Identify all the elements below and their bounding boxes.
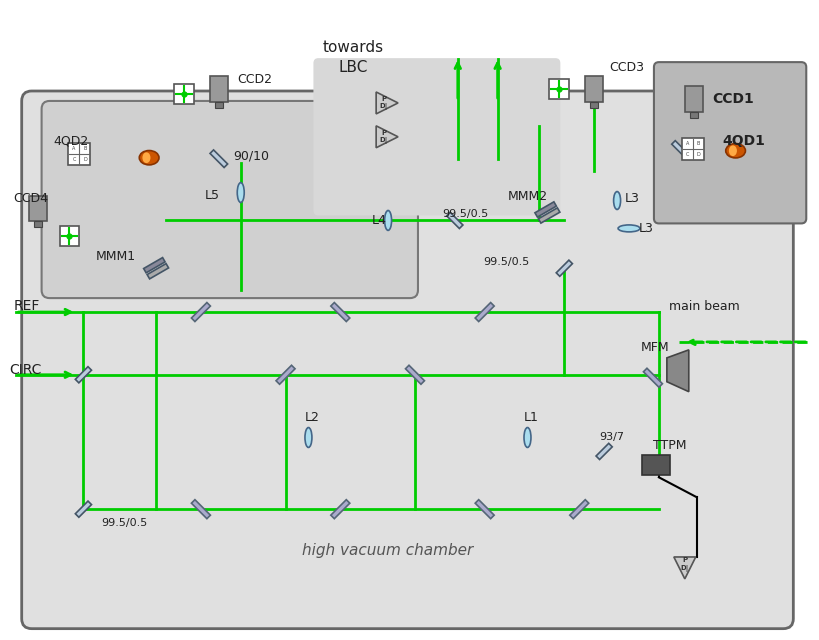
Text: L3: L3 <box>638 222 653 235</box>
Bar <box>174 84 194 104</box>
Text: 4QD2: 4QD2 <box>53 134 88 147</box>
Polygon shape <box>330 500 350 518</box>
FancyBboxPatch shape <box>313 58 559 216</box>
Text: P: P <box>380 130 386 136</box>
FancyBboxPatch shape <box>21 91 792 628</box>
Text: CIRC: CIRC <box>10 363 42 377</box>
FancyBboxPatch shape <box>42 101 418 298</box>
Bar <box>60 227 79 246</box>
Bar <box>29 196 47 221</box>
Text: L1: L1 <box>523 411 538 424</box>
Text: 90/10: 90/10 <box>233 149 269 162</box>
Polygon shape <box>446 212 463 228</box>
Polygon shape <box>330 303 350 321</box>
Text: MMM2: MMM2 <box>507 190 547 203</box>
Text: C: C <box>685 152 688 157</box>
Text: 93/7: 93/7 <box>599 433 623 442</box>
Bar <box>590 102 597 108</box>
Text: P: P <box>681 557 686 563</box>
Polygon shape <box>643 368 662 387</box>
Text: L5: L5 <box>205 189 219 202</box>
Bar <box>689 112 697 118</box>
Bar <box>641 456 669 476</box>
Text: main beam: main beam <box>668 300 739 312</box>
Text: A: A <box>685 141 688 146</box>
Text: D|: D| <box>379 138 387 144</box>
Polygon shape <box>143 257 165 273</box>
Polygon shape <box>405 365 424 384</box>
Text: L2: L2 <box>304 411 319 424</box>
Ellipse shape <box>384 211 391 230</box>
Bar <box>69 143 90 164</box>
Ellipse shape <box>305 428 311 447</box>
Text: CCD3: CCD3 <box>609 61 644 74</box>
Text: 99.5/0.5: 99.5/0.5 <box>102 518 147 528</box>
Polygon shape <box>191 500 210 518</box>
Text: L4: L4 <box>372 214 387 227</box>
Ellipse shape <box>523 428 531 447</box>
Text: D: D <box>695 152 699 157</box>
Text: MMM1: MMM1 <box>95 250 135 263</box>
Text: L3: L3 <box>624 192 639 205</box>
Text: A: A <box>72 146 75 151</box>
Text: P: P <box>380 96 386 102</box>
Text: CCD1: CCD1 <box>712 92 753 106</box>
Polygon shape <box>276 365 295 384</box>
Text: B: B <box>695 141 699 146</box>
Polygon shape <box>376 92 397 114</box>
Ellipse shape <box>143 152 151 163</box>
Bar <box>684 86 702 112</box>
Bar <box>215 102 223 108</box>
Polygon shape <box>474 500 494 518</box>
Text: D|: D| <box>379 104 387 111</box>
Polygon shape <box>534 202 556 217</box>
Polygon shape <box>75 501 92 517</box>
Ellipse shape <box>237 182 244 202</box>
Polygon shape <box>671 141 687 157</box>
Text: MFM: MFM <box>640 341 669 355</box>
Text: 99.5/0.5: 99.5/0.5 <box>441 209 487 220</box>
Polygon shape <box>538 208 559 223</box>
Polygon shape <box>673 557 695 579</box>
Bar <box>585 76 603 102</box>
Ellipse shape <box>725 143 744 158</box>
Polygon shape <box>555 260 572 276</box>
Polygon shape <box>666 350 688 392</box>
Ellipse shape <box>613 191 620 209</box>
Text: B: B <box>83 146 87 151</box>
Bar <box>210 76 228 102</box>
Text: C: C <box>72 157 75 162</box>
Text: D: D <box>83 157 87 162</box>
Polygon shape <box>210 150 228 168</box>
Polygon shape <box>474 303 494 321</box>
Text: REF: REF <box>14 299 40 313</box>
Polygon shape <box>595 444 612 460</box>
Text: CCD2: CCD2 <box>237 72 271 86</box>
Text: towards: towards <box>323 40 383 54</box>
Polygon shape <box>191 303 210 321</box>
Text: high vacuum chamber: high vacuum chamber <box>302 543 473 559</box>
Polygon shape <box>376 126 397 148</box>
Ellipse shape <box>139 150 159 165</box>
Bar <box>549 79 568 99</box>
Text: CCD4: CCD4 <box>14 192 48 205</box>
Bar <box>681 138 703 160</box>
FancyBboxPatch shape <box>653 62 805 223</box>
Text: TTPM: TTPM <box>652 439 686 452</box>
Polygon shape <box>75 367 92 383</box>
Bar <box>34 221 42 227</box>
Polygon shape <box>147 264 169 279</box>
Text: LBC: LBC <box>338 60 368 75</box>
Text: 99.5/0.5: 99.5/0.5 <box>483 257 529 268</box>
Text: D|: D| <box>680 564 688 572</box>
Polygon shape <box>569 500 588 518</box>
Ellipse shape <box>728 145 736 156</box>
Ellipse shape <box>618 225 639 232</box>
Text: 4QD1: 4QD1 <box>722 134 765 148</box>
